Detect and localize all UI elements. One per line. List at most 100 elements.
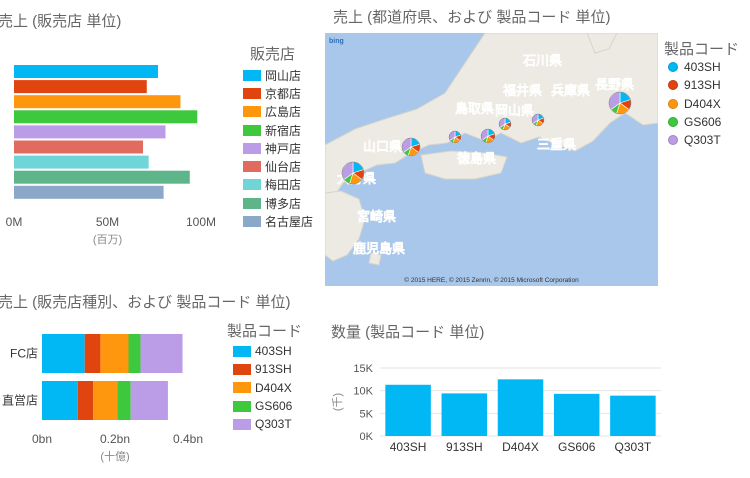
chart4-bar[interactable] [385,384,431,436]
map-pie-marker[interactable] [480,128,496,144]
chart1-legend-label: 博多店 [265,196,302,211]
bing-logo: bing [329,38,344,45]
chart1-bar[interactable] [14,170,190,184]
chart4-bar[interactable] [553,393,600,436]
chart1-x-tick-label: 50M [96,215,119,229]
chart3-bar-segment[interactable] [42,334,85,373]
map-pie-marker[interactable] [401,137,421,157]
map-legend-item[interactable]: Q303T [668,131,721,149]
map-land-peninsula [586,33,618,54]
map-canvas[interactable]: 石川県長野県福井県兵庫県鳥取県岡山県山口県徳島県三重県大分県宮崎県鹿児島県 [325,33,658,286]
chart3-bar-segment[interactable] [140,334,183,373]
chart1-bar[interactable] [14,185,164,199]
chart1-legend-label: 神戸店 [265,141,302,156]
chart4-title: 数量 (製品コード 単位) [331,324,485,341]
map-legend-item[interactable]: GS606 [668,113,721,131]
chart3-category-label: 直営店 [2,394,38,408]
chart3-legend-label: 403SH [255,344,292,359]
map-land-kyushu [325,190,366,262]
chart1-x-tick-label: 100M [186,215,216,229]
chart1-legend-item[interactable]: 梅田店 [243,176,313,194]
map-legend-item[interactable]: 403SH [668,58,721,76]
map-region-label: 鳥取県 [455,101,494,116]
chart1-legend-label: 仙台店 [265,160,302,175]
chart1-legend-item[interactable]: 新宿店 [243,121,313,139]
chart4-x-tick-label: D404X [502,440,539,454]
map-land-shikoku [420,150,508,180]
map-pie-marker[interactable] [448,130,462,144]
chart3-legend-title: 製品コード [227,323,303,340]
chart3-legend-item[interactable]: D404X [233,379,292,397]
chart1-legend-item[interactable]: 広島店 [243,103,313,121]
map-legend-item[interactable]: D404X [668,95,721,113]
chart3-bar-segment[interactable] [77,381,94,420]
map-region-label: 長野県 [595,77,634,92]
chart3-legend-item[interactable]: GS606 [233,397,292,415]
chart3-legend-item[interactable]: Q303T [233,415,292,433]
chart3-x-tick-label: 0.4bn [173,432,203,446]
chart1-bar[interactable] [14,95,181,109]
chart1-legend-item[interactable]: 博多店 [243,194,313,212]
map-legend-item[interactable]: 913SH [668,76,721,94]
map-pie-marker[interactable] [531,113,545,127]
map-region-label: 宮崎県 [357,209,396,224]
chart4-y-axis-label: (千) [331,393,344,411]
map-legend-swatch [668,98,678,109]
map-legend-swatch [668,62,678,73]
map-pie-marker[interactable] [498,117,512,131]
chart3-legend-item[interactable]: 913SH [233,360,292,378]
chart3-category-label: FC店 [10,347,38,361]
chart3-legend-label: D404X [255,380,292,395]
chart1-legend-swatch [243,87,261,99]
chart3-legend-item[interactable]: 403SH [233,342,292,360]
chart3-legend-label: Q303T [255,417,292,432]
chart1-bar[interactable] [14,125,166,139]
map-pie-outline [531,113,545,127]
map-pie-marker[interactable] [341,161,365,185]
map-pie-outline [401,137,421,157]
chart1-legend-item[interactable]: 名古屋店 [243,212,313,230]
map-pie-outline [448,130,462,144]
chart1-legend-label: 京都店 [265,86,302,101]
chart1-bar[interactable] [14,110,198,124]
chart4-bar[interactable] [497,379,544,436]
chart3-bar-segment[interactable] [93,381,118,420]
chart1-legend-swatch [243,197,261,209]
chart1-legend-title: 販売店 [250,46,296,63]
chart1-legend-swatch [243,142,261,154]
chart4-bar[interactable] [610,395,656,436]
chart3-legend-label: GS606 [255,399,293,414]
chart3-legend-swatch [233,382,251,394]
chart4-plot[interactable]: 0K 5K 10K 15K (千) 403SH 913SH D404X GS606 Q303T [325,355,665,465]
map-panel[interactable]: 石川県長野県福井県兵庫県鳥取県岡山県山口県徳島県三重県大分県宮崎県鹿児島県 bi… [325,33,658,286]
chart1-plot[interactable]: 0M 50M 100M (百万) [0,45,216,285]
chart1-legend-item[interactable]: 岡山店 [243,66,313,84]
chart3-bar-segment[interactable] [128,334,141,373]
chart3-bar-segment[interactable] [42,381,78,420]
chart1-legend-swatch [243,69,261,81]
map-legend-label: D404X [684,96,721,111]
chart3-bar-segment[interactable] [117,381,131,420]
chart4-x-tick-label: 403SH [390,440,427,454]
chart1-legend-item[interactable]: 仙台店 [243,157,313,175]
chart1-bar[interactable] [14,155,149,169]
chart4-bar[interactable] [441,393,488,436]
chart4-y-tick-label: 5K [360,408,374,420]
map-pie-marker[interactable] [608,91,632,115]
map-region-label: 三重県 [537,137,576,152]
chart3-bar-segment[interactable] [130,381,168,420]
chart1-x-tick-label: 0M [6,215,23,229]
map-legend: 403SH 913SH D404X GS606 Q303T [668,58,721,149]
map-region-label: 山口県 [363,139,402,154]
chart3-bar-segment[interactable] [84,334,101,373]
chart1-legend-item[interactable]: 京都店 [243,84,313,102]
chart1-bar[interactable] [14,80,147,94]
chart1-bar[interactable] [14,65,158,78]
chart1-bar[interactable] [14,140,144,154]
chart3-bar-segment[interactable] [100,334,129,373]
map-region-label: 岡山県 [495,103,534,118]
map-land-honshu [325,33,658,204]
chart1-legend-item[interactable]: 神戸店 [243,139,313,157]
map-legend-label: 913SH [684,78,721,93]
